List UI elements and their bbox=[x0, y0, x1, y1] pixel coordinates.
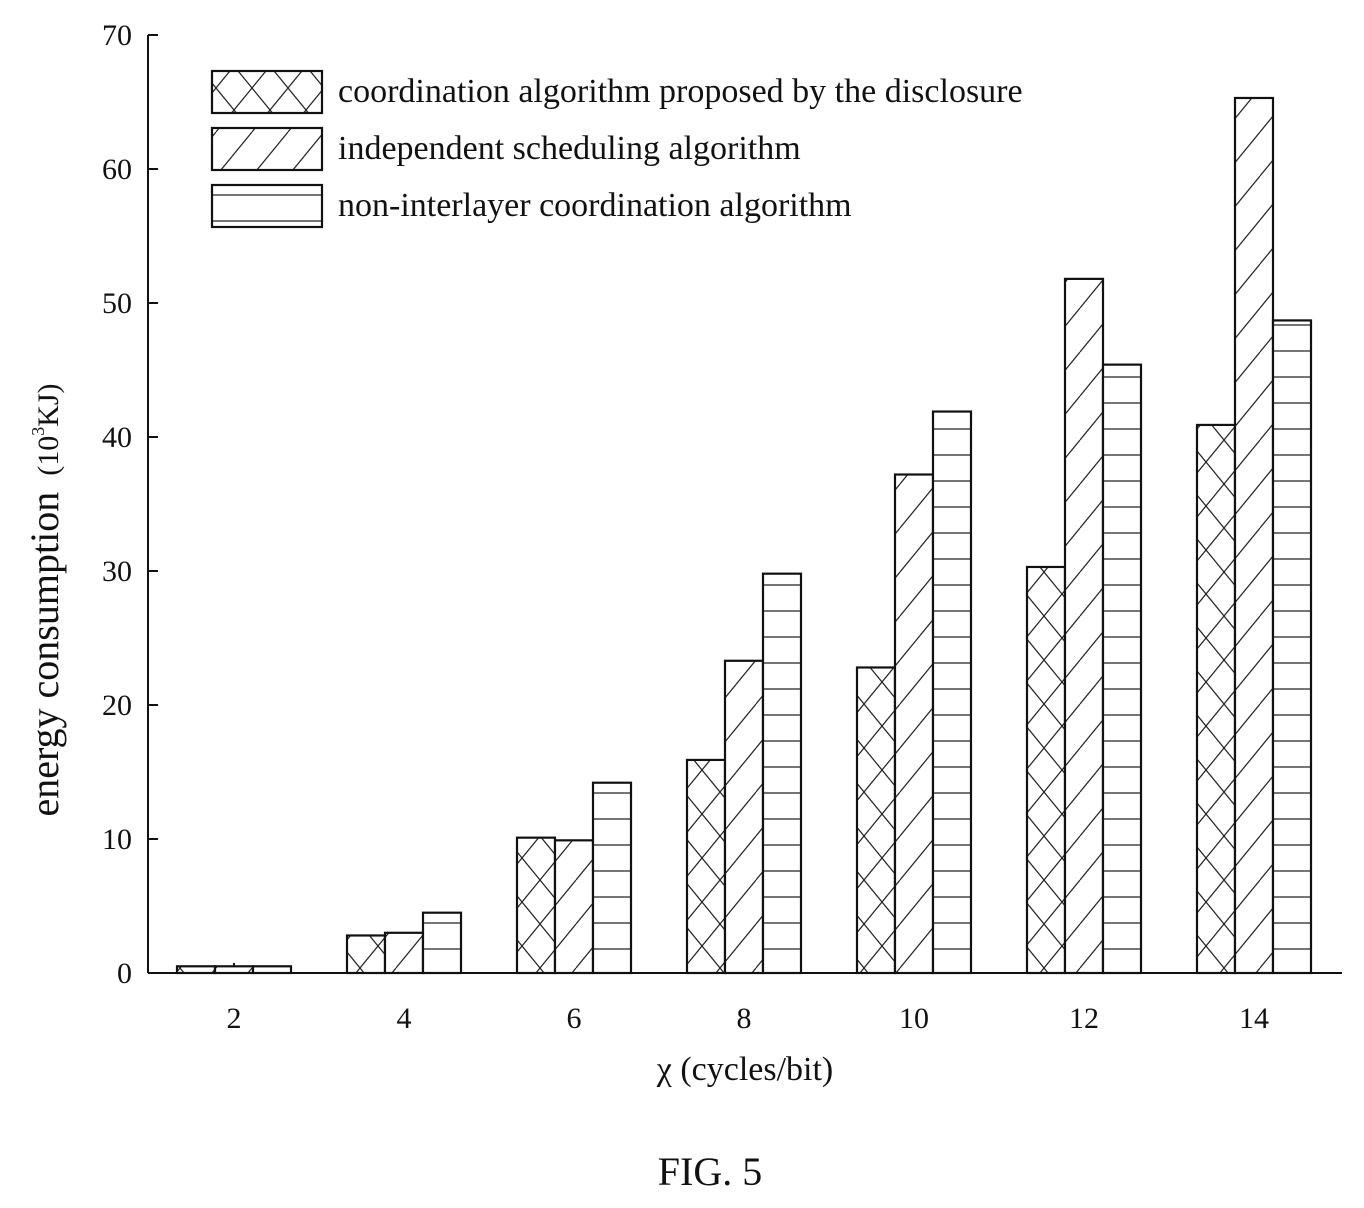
y-tick-label: 40 bbox=[102, 421, 132, 454]
legend-label: non-interlayer coordination algorithm bbox=[338, 187, 852, 224]
legend-swatch bbox=[210, 69, 324, 115]
y-tick-label: 60 bbox=[102, 153, 132, 186]
legend-label: independent scheduling algorithm bbox=[338, 130, 801, 167]
bar bbox=[553, 839, 595, 975]
x-tick-label: 12 bbox=[1069, 1002, 1099, 1035]
x-ticks: 2 4 6 8 10 12 14 bbox=[227, 963, 1269, 1035]
legend-swatch bbox=[210, 126, 324, 172]
bar bbox=[421, 911, 463, 975]
bar bbox=[213, 965, 255, 975]
bar bbox=[1271, 319, 1313, 975]
figure-caption: FIG. 5 bbox=[658, 1149, 762, 1194]
bar bbox=[893, 473, 935, 975]
x-tick-label: 4 bbox=[397, 1002, 412, 1035]
bar bbox=[685, 758, 727, 975]
x-tick-label: 6 bbox=[567, 1002, 582, 1035]
x-tick-label: 10 bbox=[899, 1002, 929, 1035]
legend: coordination algorithm proposed by the d… bbox=[210, 69, 1023, 229]
x-tick-label: 2 bbox=[227, 1002, 242, 1035]
y-tick-label: 30 bbox=[102, 555, 132, 588]
bar bbox=[251, 965, 293, 975]
bar bbox=[345, 934, 387, 975]
y-tick-label: 0 bbox=[117, 957, 132, 990]
legend-label: coordination algorithm proposed by the d… bbox=[338, 73, 1023, 110]
y-tick-label: 10 bbox=[102, 823, 132, 856]
bar bbox=[383, 931, 425, 975]
y-axis-title: energy consumption (103KJ) bbox=[22, 383, 67, 816]
bar bbox=[1063, 277, 1105, 975]
bar bbox=[1101, 363, 1143, 975]
bars bbox=[175, 96, 1313, 975]
bar bbox=[515, 836, 557, 975]
bar bbox=[723, 659, 765, 975]
y-tick-label: 20 bbox=[102, 689, 132, 722]
bar bbox=[1233, 96, 1275, 975]
bar bbox=[175, 965, 217, 975]
y-tick-label: 70 bbox=[102, 19, 132, 52]
y-tick-label: 50 bbox=[102, 287, 132, 320]
bar bbox=[855, 666, 897, 975]
bar bbox=[761, 572, 803, 975]
bar bbox=[1195, 423, 1237, 975]
bar bbox=[931, 410, 973, 975]
bar bbox=[591, 781, 633, 975]
y-ticks: 0 10 20 30 40 50 60 70 bbox=[102, 19, 158, 990]
legend-swatch bbox=[210, 183, 324, 229]
x-tick-label: 8 bbox=[737, 1002, 752, 1035]
x-axis-title: χ (cycles/bit) bbox=[656, 1051, 834, 1088]
bar bbox=[1025, 565, 1067, 975]
x-tick-label: 14 bbox=[1239, 1002, 1269, 1035]
